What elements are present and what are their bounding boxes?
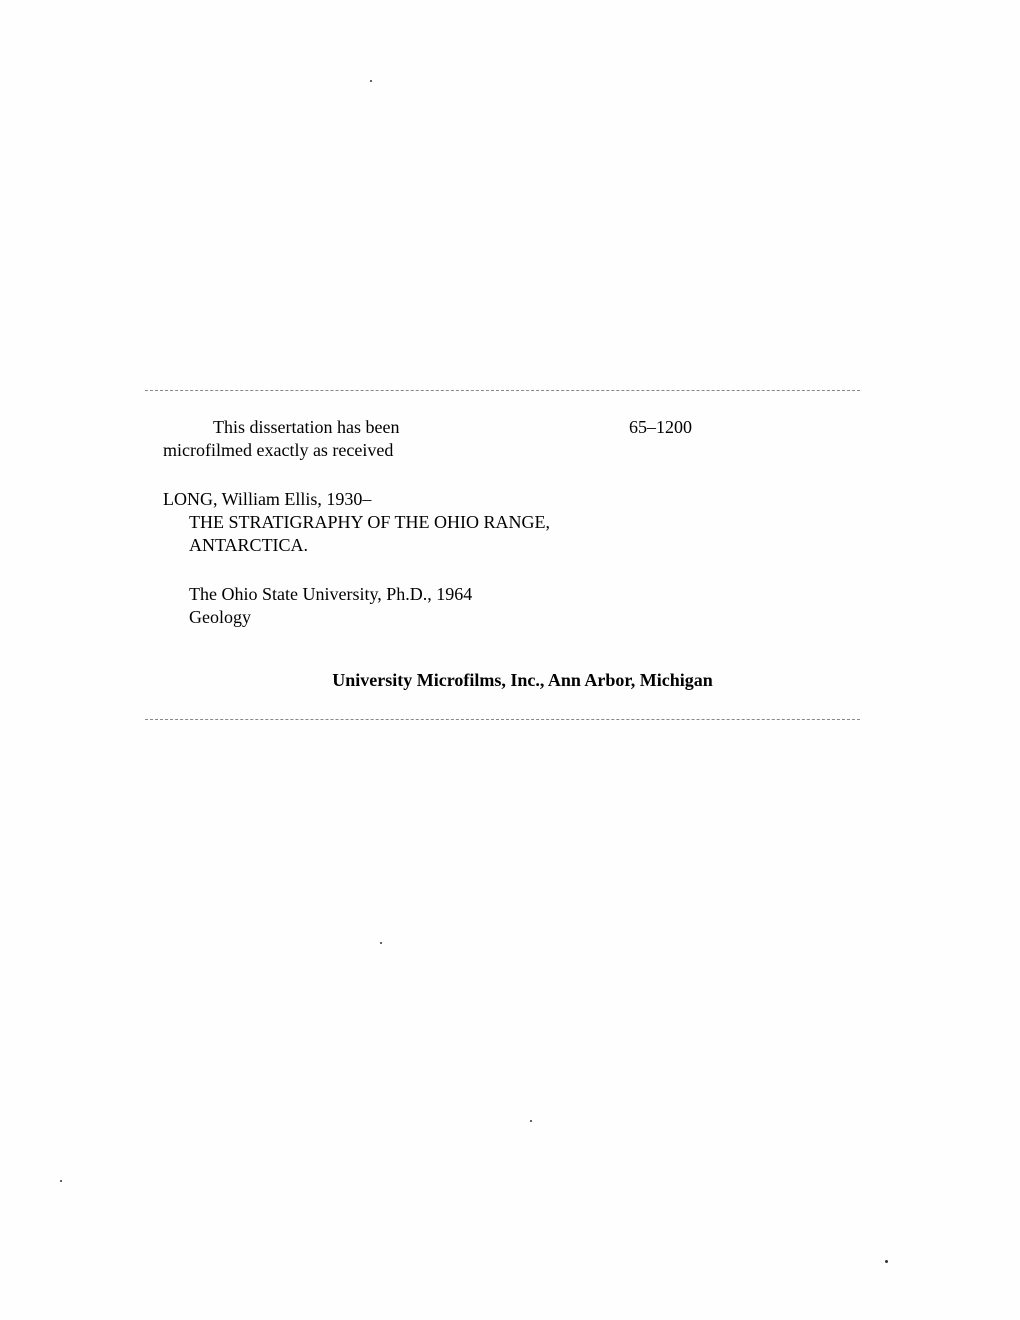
noise-dot xyxy=(370,80,372,82)
noise-dot xyxy=(380,942,382,944)
noise-dot xyxy=(60,1180,62,1182)
microfilm-notice-line2: microfilmed exactly as received xyxy=(163,440,842,461)
abstract-box: This dissertation has been 65–1200 micro… xyxy=(145,390,860,720)
document-number: 65–1200 xyxy=(629,417,692,438)
publisher-line: University Microfilms, Inc., Ann Arbor, … xyxy=(203,670,842,691)
dissertation-title-line2: ANTARCTICA. xyxy=(189,535,842,556)
university-degree-line: The Ohio State University, Ph.D., 1964 xyxy=(189,584,842,605)
notice-text-1: This dissertation has been xyxy=(213,417,399,437)
microfilm-notice-line1: This dissertation has been 65–1200 xyxy=(213,417,842,438)
scanned-page: This dissertation has been 65–1200 micro… xyxy=(0,0,1020,1320)
noise-dot xyxy=(885,1260,888,1263)
dissertation-title-line1: THE STRATIGRAPHY OF THE OHIO RANGE, xyxy=(189,512,842,533)
author-line: LONG, William Ellis, 1930– xyxy=(163,489,842,510)
noise-dot xyxy=(530,1120,532,1122)
field-line: Geology xyxy=(189,607,842,628)
